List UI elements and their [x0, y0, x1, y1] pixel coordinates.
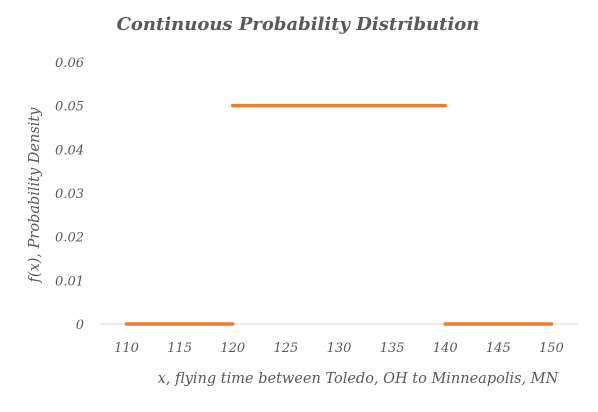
x-tick-label: 135	[380, 341, 405, 356]
y-tick-label: 0.02	[55, 231, 84, 246]
x-tick-label: 145	[486, 341, 511, 356]
y-tick-label: 0	[76, 318, 84, 333]
y-tick-label: 0.01	[55, 274, 84, 289]
x-tick-label: 150	[539, 341, 564, 356]
x-tick-label: 115	[167, 341, 192, 356]
x-tick-label: 120	[220, 341, 245, 356]
y-axis-ticks: 0 0.01 0.02 0.03 0.04 0.05 0.06	[55, 56, 84, 333]
x-tick-label: 140	[433, 341, 458, 356]
x-tick-label: 130	[327, 341, 352, 356]
chart-title: Continuous Probability Distribution	[117, 14, 480, 35]
series-layer	[124, 103, 554, 326]
y-axis-label: f(x), Probability Density	[27, 107, 43, 284]
x-tick-label: 110	[114, 341, 139, 356]
x-axis-ticks: 110 115 120 125 130 135 140 145 150	[114, 341, 564, 356]
y-tick-label: 0.05	[55, 100, 84, 115]
y-tick-label: 0.03	[55, 187, 84, 202]
x-tick-label: 125	[273, 341, 298, 356]
y-tick-label: 0.04	[55, 143, 84, 158]
x-axis-label: x, flying time between Toledo, OH to Min…	[158, 371, 560, 387]
y-tick-label: 0.06	[55, 56, 84, 71]
